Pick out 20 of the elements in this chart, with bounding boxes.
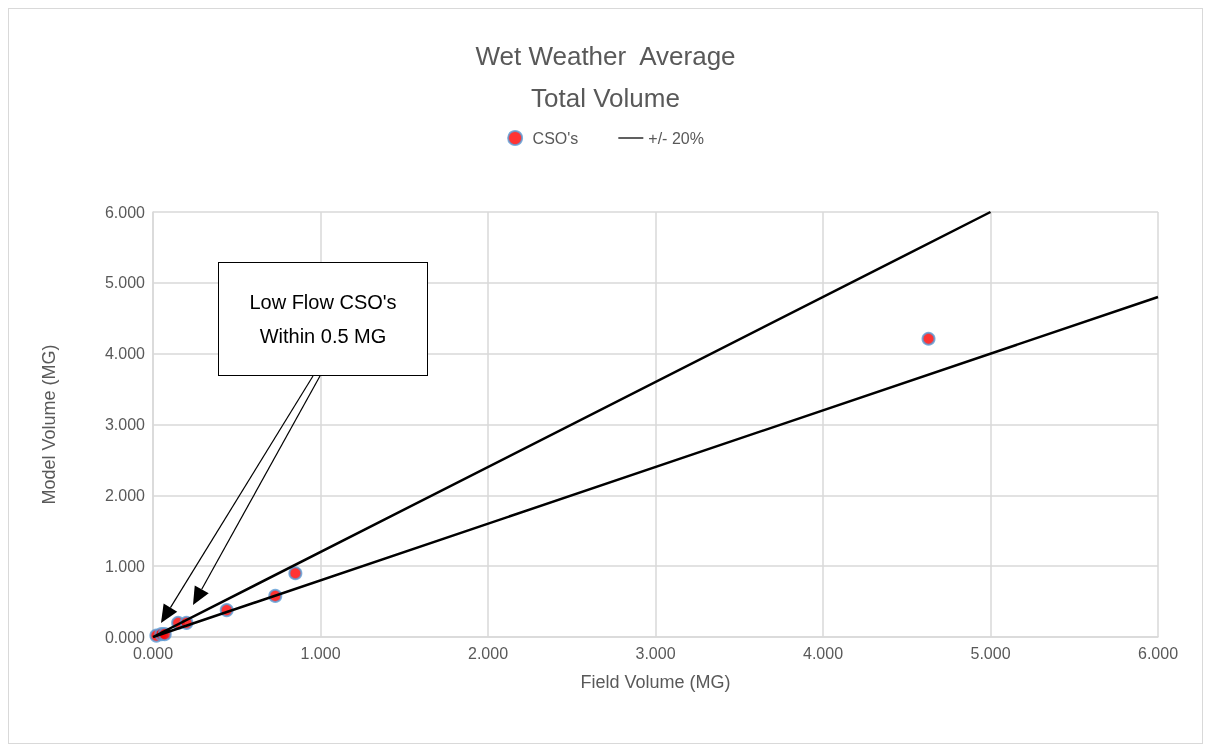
legend-label: +/- 20%: [648, 129, 704, 147]
y-tick-label: 5.000: [104, 274, 146, 292]
x-tick-label: 2.000: [467, 644, 509, 662]
x-tick-label: 3.000: [635, 644, 676, 662]
legend-label: CSO's: [532, 129, 579, 147]
x-tick-label: 0.000: [132, 644, 174, 662]
y-tick-label: 2.000: [104, 486, 146, 504]
y-axis-title: Model Volume (MG): [39, 344, 59, 505]
y-tick-label: 0.000: [104, 628, 146, 646]
y-tick-label: 4.000: [104, 345, 146, 363]
x-tick-label: 5.000: [970, 644, 1011, 662]
text-box: Low Flow CSO's Within 0.5 MG: [218, 262, 428, 376]
y-tick-label: 6.000: [104, 203, 146, 221]
x-tick-label: 4.000: [802, 644, 844, 662]
y-tick-label: 1.000: [104, 557, 146, 575]
x-tick-label: 6.000: [1137, 644, 1179, 662]
chart-title: Wet Weather Average Total Volume: [475, 41, 736, 113]
x-axis-title: Field Volume (MG): [580, 672, 731, 692]
x-tick-label: 1.000: [300, 644, 341, 662]
y-tick-label: 3.000: [104, 416, 146, 433]
